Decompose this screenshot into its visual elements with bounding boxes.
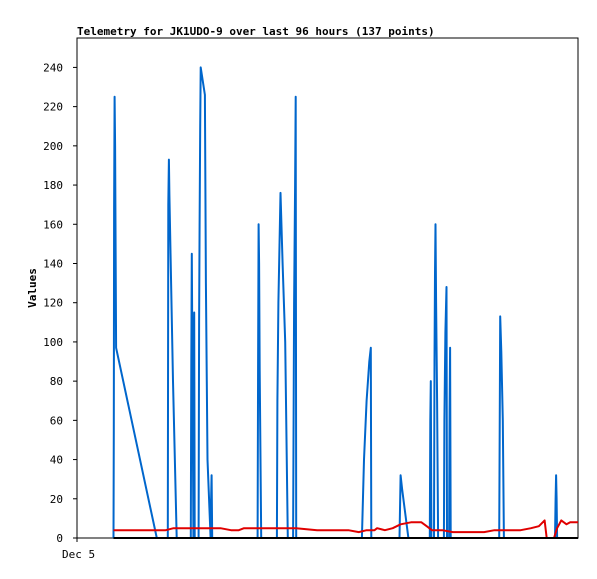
series-line-2: [113, 519, 578, 539]
y-axis: 0 20 40 60 80 100 120 140 160 180 200 220 240: [43, 61, 77, 545]
y-tick-label: 140: [43, 257, 63, 270]
y-tick-label: 200: [43, 140, 63, 153]
y-tick-label: 240: [43, 61, 63, 74]
y-tick-label: 100: [43, 336, 63, 349]
y-axis-label: Values: [26, 268, 39, 308]
y-tick-label: 80: [50, 375, 63, 388]
y-tick-label: 180: [43, 179, 63, 192]
y-tick-label: 60: [50, 414, 63, 427]
series-line-1: [112, 66, 559, 539]
y-tick-label: 160: [43, 218, 63, 231]
x-tick-label: Dec 5: [62, 548, 95, 561]
y-tick-label: 40: [50, 454, 63, 467]
y-tick-label: 20: [50, 493, 63, 506]
y-tick-label: 0: [56, 532, 63, 545]
series-layer: [112, 66, 578, 539]
y-tick-label: 120: [43, 297, 63, 310]
y-tick-label: 220: [43, 101, 63, 114]
x-axis: Dec 5: [62, 538, 95, 561]
chart-title: Telemetry for JK1UDO-9 over last 96 hour…: [77, 25, 435, 38]
